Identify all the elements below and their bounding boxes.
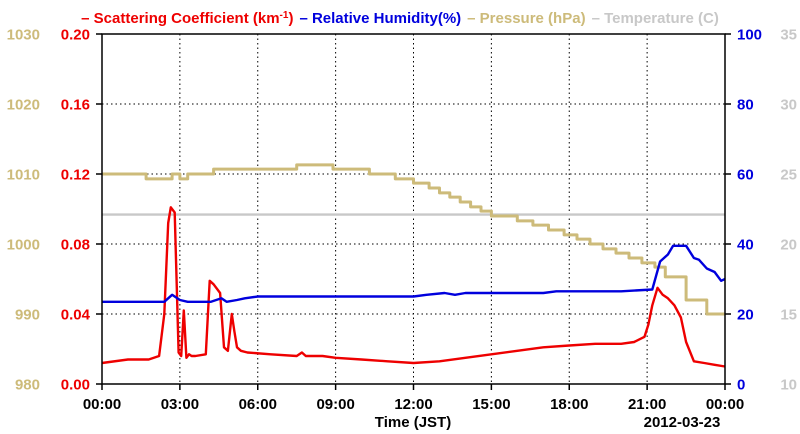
x-tick-label: 15:00 [472,396,510,413]
x-tick-label: 00:00 [706,396,744,413]
y-tick-label-humidity: 80 [737,97,754,114]
x-tick-label: 09:00 [316,396,354,413]
legend-item-scattering: – Scattering Coefficient (km [81,10,279,27]
x-tick-label: 18:00 [550,396,588,413]
y-tick-label-temperature: 20 [780,237,797,254]
series-pressure-line [102,163,725,316]
series-humidity-line [102,244,726,303]
y-tick-label-scattering: 0.20 [61,27,90,44]
y-tick-label-scattering: 0.08 [61,237,90,254]
date-label: 2012-03-23 [644,414,721,431]
y-tick-label-humidity: 40 [737,237,754,254]
y-tick-label-humidity: 0 [737,377,745,394]
legend-item-humidity: – Relative Humidity(%) [299,10,461,27]
series-layer [101,163,726,368]
plot-area [102,34,725,384]
ticks-layer [96,33,731,390]
x-axis-label: Time (JST) [375,414,451,431]
legend-item-pressure: – Pressure (hPa) [467,10,585,27]
y-tick-label-temperature: 25 [780,167,797,184]
x-tick-label: 03:00 [161,396,199,413]
legend: – Scattering Coefficient (km-1) – Relativ… [81,10,719,28]
x-tick-label: 00:00 [83,396,121,413]
y-tick-label-humidity: 60 [737,167,754,184]
x-tick-label: 06:00 [239,396,277,413]
y-tick-label-temperature: 35 [780,27,797,44]
y-tick-label-pressure: 1030 [7,27,40,44]
y-tick-label-pressure: 1000 [7,237,40,254]
y-tick-label-scattering: 0.12 [61,167,90,184]
y-tick-label-temperature: 10 [780,377,797,394]
y-tick-label-scattering: 0.00 [61,377,90,394]
y-tick-label-scattering: 0.04 [61,307,91,324]
x-tick-label: 12:00 [394,396,432,413]
y-tick-label-pressure: 1010 [7,167,40,184]
y-tick-label-scattering: 0.16 [61,97,90,114]
y-tick-label-pressure: 990 [15,307,40,324]
y-tick-label-pressure: 1020 [7,97,40,114]
y-tick-label-temperature: 15 [780,307,797,324]
x-tick-label: 21:00 [628,396,666,413]
y-tick-label-humidity: 100 [737,27,762,44]
series-scattering-line [101,206,726,368]
legend-sup-scattering: -1 [280,10,289,21]
y-tick-label-humidity: 20 [737,307,754,324]
axis-labels: 00:00 03:00 06:00 09:00 12:00 15:00 18:00 21:00… [7,27,797,414]
legend-item-temperature: – Temperature (C) [592,10,719,27]
legend-suffix-scattering: ) [288,10,293,27]
y-tick-label-pressure: 980 [15,377,40,394]
y-tick-label-temperature: 30 [780,97,797,114]
